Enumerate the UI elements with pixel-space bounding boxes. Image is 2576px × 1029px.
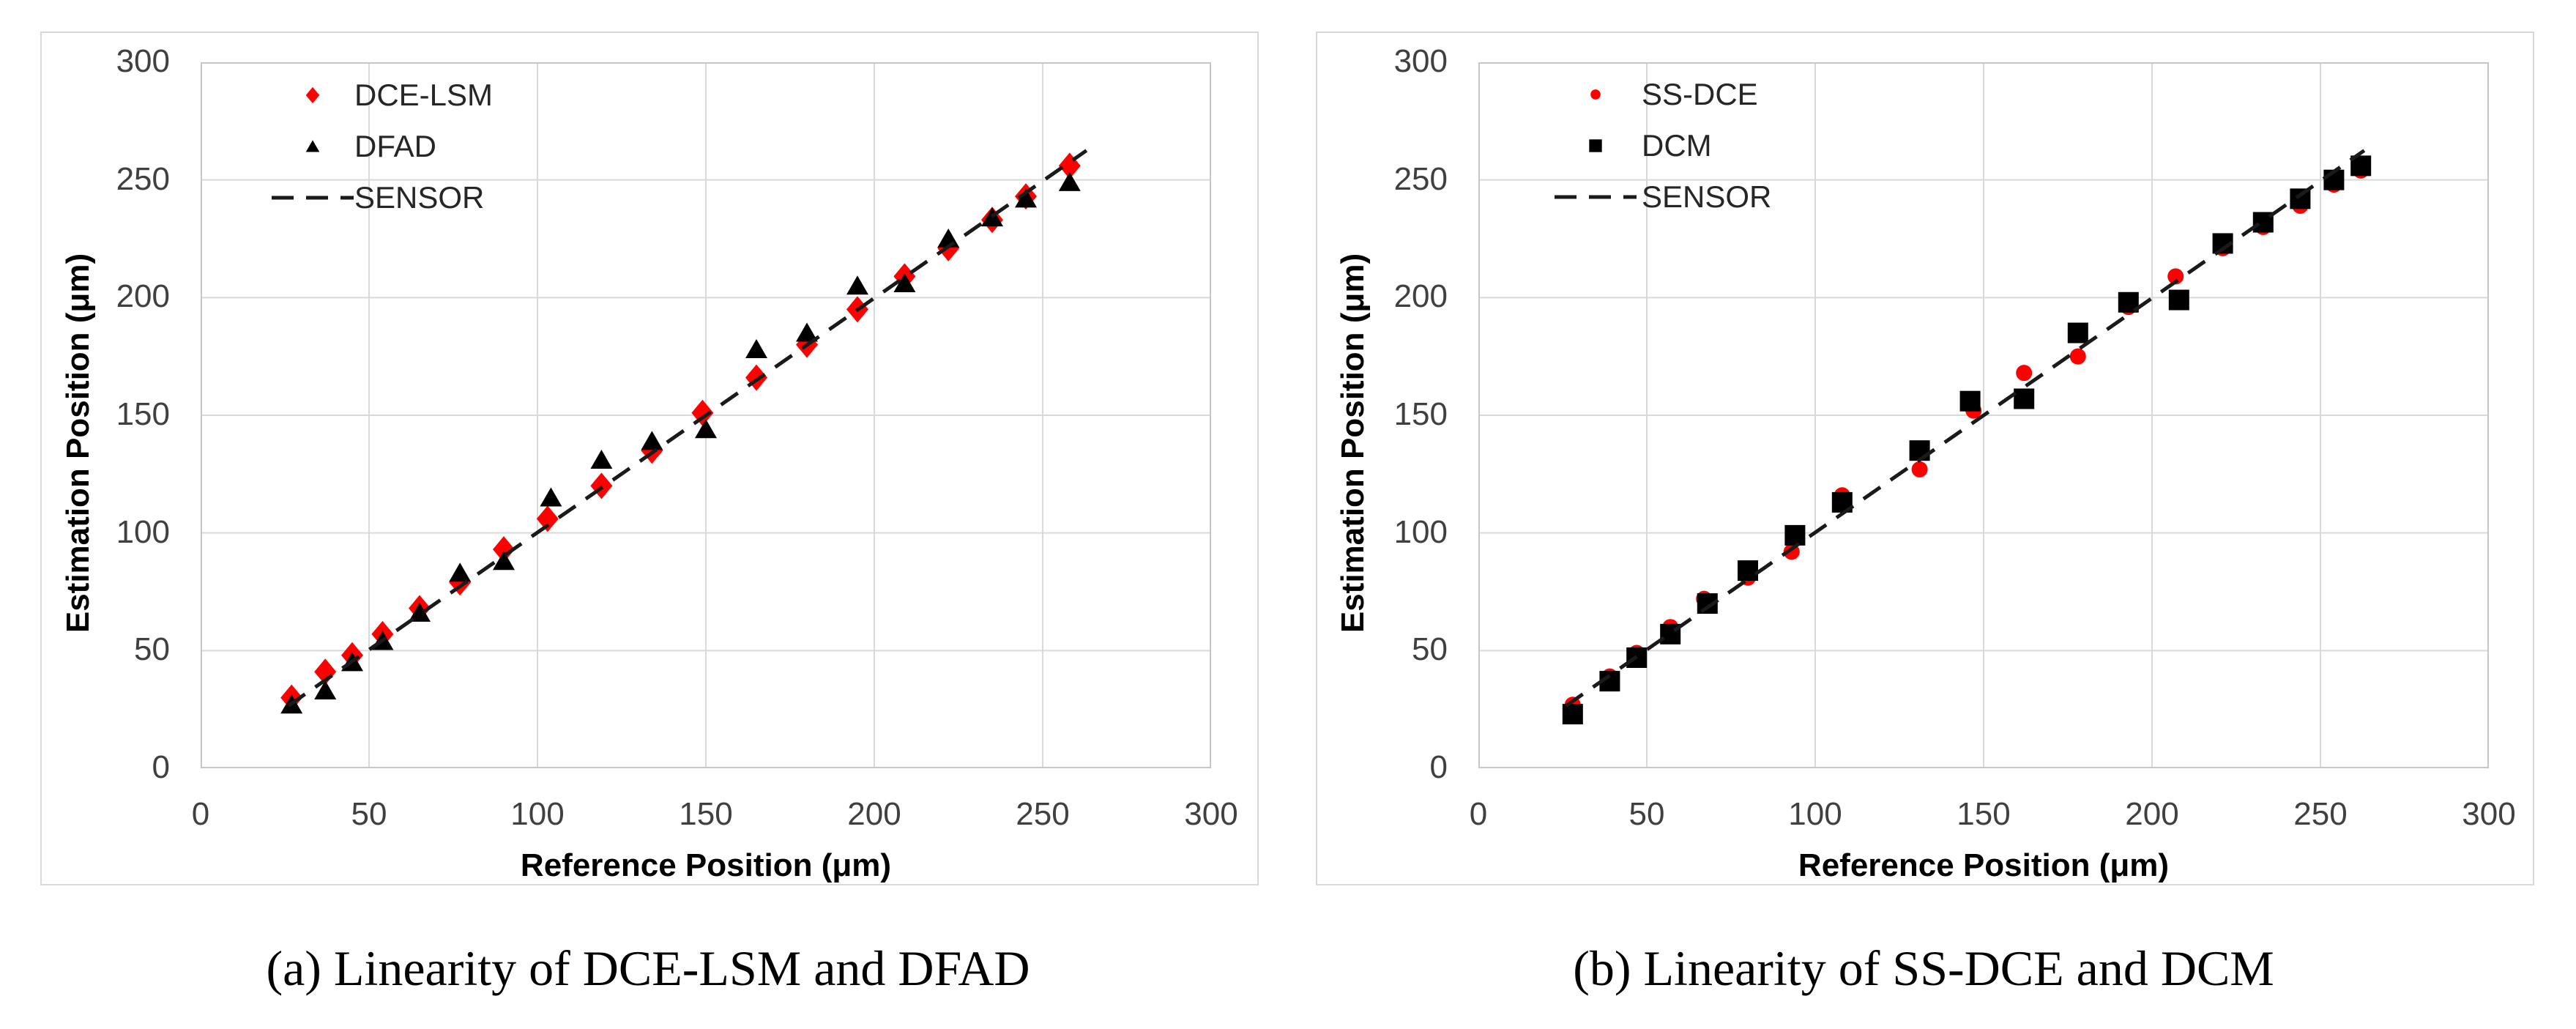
data-point-dcm xyxy=(1738,560,1758,582)
data-point-dfad xyxy=(1015,188,1037,208)
x-tick-label: 250 xyxy=(1016,796,1070,832)
x-tick-label: 250 xyxy=(2293,796,2348,832)
data-point-dfad xyxy=(493,551,515,571)
x-tick-label: 50 xyxy=(351,796,387,832)
sensor-dashed-line xyxy=(287,149,1088,707)
data-point-dfad xyxy=(540,487,562,507)
y-tick-label: 150 xyxy=(1393,396,1448,432)
data-point-dcm xyxy=(1562,704,1583,725)
data-point-dce-lsm xyxy=(536,505,559,532)
x-tick-label: 0 xyxy=(1469,796,1488,832)
data-point-dfad xyxy=(695,419,717,439)
x-tick-label: 100 xyxy=(510,796,565,832)
data-point-ss-dce xyxy=(1911,461,1928,478)
legend-marker-ss-dce-icon xyxy=(1590,89,1601,100)
x-tick-label: 0 xyxy=(191,796,210,832)
data-point-dcm xyxy=(1909,440,1930,461)
x-tick-label: 200 xyxy=(847,796,901,832)
data-point-dfad xyxy=(314,680,337,699)
chart-panel-b: Estimation Position (μm) Reference Posit… xyxy=(1316,31,2534,885)
data-point-dcm xyxy=(1959,390,1981,412)
data-point-dfad xyxy=(409,602,431,622)
legend-marker-sensor-icon xyxy=(1555,195,1637,199)
x-tick-label: 100 xyxy=(1788,796,1842,832)
legend-marker-dfad-icon xyxy=(305,140,320,152)
legend-label-sensor: SENSOR xyxy=(1642,179,1772,214)
legend-label-sensor: SENSOR xyxy=(354,180,485,215)
data-point-dfad xyxy=(641,431,663,450)
data-point-dfad xyxy=(745,339,767,359)
legend-marker-shape xyxy=(305,86,320,104)
x-tick-label: 50 xyxy=(1628,796,1665,832)
legend-marker-sensor-icon xyxy=(272,196,354,200)
legend-marker-shape xyxy=(1589,139,1602,152)
data-point-dcm xyxy=(2067,322,2088,343)
chart-b-plot-area xyxy=(1478,62,2489,768)
data-point-dfad xyxy=(846,275,868,295)
y-tick-label: 150 xyxy=(116,396,170,432)
data-point-ss-dce xyxy=(2016,365,2033,382)
data-point-dcm xyxy=(1784,524,1806,546)
data-point-dcm xyxy=(2014,388,2035,409)
plot-border xyxy=(1478,62,2489,768)
y-tick-label: 50 xyxy=(1412,631,1448,668)
y-tick-label: 250 xyxy=(1393,160,1448,197)
x-tick-label: 300 xyxy=(2462,796,2516,832)
figure-caption-b: (b) Linearity of SS-DCE and DCM xyxy=(1573,940,2274,996)
x-tick-label: 150 xyxy=(679,796,733,832)
x-tick-label: 200 xyxy=(2125,796,2179,832)
x-tick-label: 300 xyxy=(1184,796,1238,832)
y-tick-label: 100 xyxy=(116,513,170,550)
x-tick-label: 150 xyxy=(1957,796,2011,832)
legend-label-dfad: DFAD xyxy=(354,129,437,163)
legend-label-dcm: DCM xyxy=(1642,128,1712,163)
data-point-dce-lsm xyxy=(493,536,515,563)
data-point-ss-dce xyxy=(2069,348,2086,365)
plot-border xyxy=(201,62,1211,768)
chart-a-x-axis-title: Reference Position (μm) xyxy=(520,847,892,883)
data-point-dce-lsm xyxy=(1058,152,1081,179)
y-tick-label: 50 xyxy=(134,631,170,668)
y-tick-label: 0 xyxy=(152,749,170,785)
y-tick-label: 300 xyxy=(1393,43,1448,79)
sensor-dashed-line xyxy=(1565,149,2366,707)
figure-caption-a: (a) Linearity of DCE-LSM and DFAD xyxy=(266,940,1030,996)
legend-marker-shape xyxy=(305,140,320,152)
data-point-dcm xyxy=(2168,289,2189,311)
y-tick-label: 100 xyxy=(1393,513,1448,550)
chart-a-plot-area xyxy=(201,62,1211,768)
legend-marker-dcm-icon xyxy=(1589,139,1602,152)
data-point-dfad xyxy=(590,450,613,469)
legend-marker-dce-lsm-icon xyxy=(305,86,320,104)
legend-label-dce-lsm: DCE-LSM xyxy=(354,78,494,112)
data-point-ss-dce xyxy=(2167,268,2184,285)
chart-panel-a: Estimation Position (μm) Reference Posit… xyxy=(40,31,1259,885)
y-tick-label: 200 xyxy=(1393,278,1448,315)
data-point-dce-lsm xyxy=(314,658,337,686)
data-point-dfad xyxy=(1058,171,1081,191)
y-tick-label: 250 xyxy=(116,160,170,197)
y-tick-label: 300 xyxy=(116,43,170,79)
y-tick-label: 0 xyxy=(1429,749,1448,785)
chart-b-x-axis-title: Reference Position (μm) xyxy=(1798,847,2170,883)
data-point-dfad xyxy=(796,322,818,342)
data-point-dfad xyxy=(893,273,916,293)
legend-label-ss-dce: SS-DCE xyxy=(1642,77,1758,111)
y-tick-label: 200 xyxy=(116,278,170,315)
data-point-dfad xyxy=(449,562,472,582)
legend-marker-shape xyxy=(1590,89,1601,100)
